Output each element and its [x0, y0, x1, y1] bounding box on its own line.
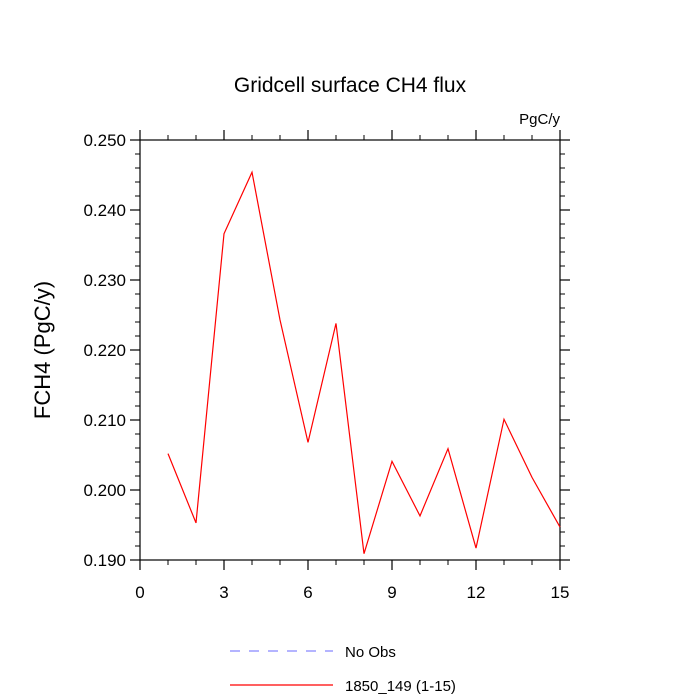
- legend: No Obs 1850_149 (1-15): [230, 644, 456, 695]
- series-group: [167, 170, 561, 554]
- y-axis-label: FCH4 (PgC/y): [30, 281, 55, 419]
- x-tick-label: 15: [551, 583, 570, 602]
- y-tick-label: 0.240: [83, 201, 126, 220]
- y-tick-label: 0.200: [83, 481, 126, 500]
- ticks-group: 0 3 6 9 12 15 0.190 0.200 0.210 0.220 0.230 0.240 0.…: [83, 130, 570, 602]
- y-tick-label: 0.230: [83, 271, 126, 290]
- x-tick-label: 12: [467, 583, 486, 602]
- legend-label: 1850_149 (1-15): [345, 678, 456, 695]
- x-tick-label: 3: [219, 583, 228, 602]
- units-label: PgC/y: [519, 111, 560, 128]
- y-tick-label: 0.250: [83, 131, 126, 150]
- y-tick-label: 0.210: [83, 411, 126, 430]
- y-tick-label: 0.190: [83, 551, 126, 570]
- chart-title: Gridcell surface CH4 flux: [234, 74, 467, 97]
- x-tick-label: 9: [387, 583, 396, 602]
- x-tick-label: 6: [303, 583, 312, 602]
- axes-group: [139, 139, 561, 561]
- plot-frame: [139, 139, 561, 561]
- legend-label: No Obs: [345, 644, 396, 661]
- series-line: [167, 170, 561, 554]
- y-tick-label: 0.220: [83, 341, 126, 360]
- x-tick-label: 0: [135, 583, 144, 602]
